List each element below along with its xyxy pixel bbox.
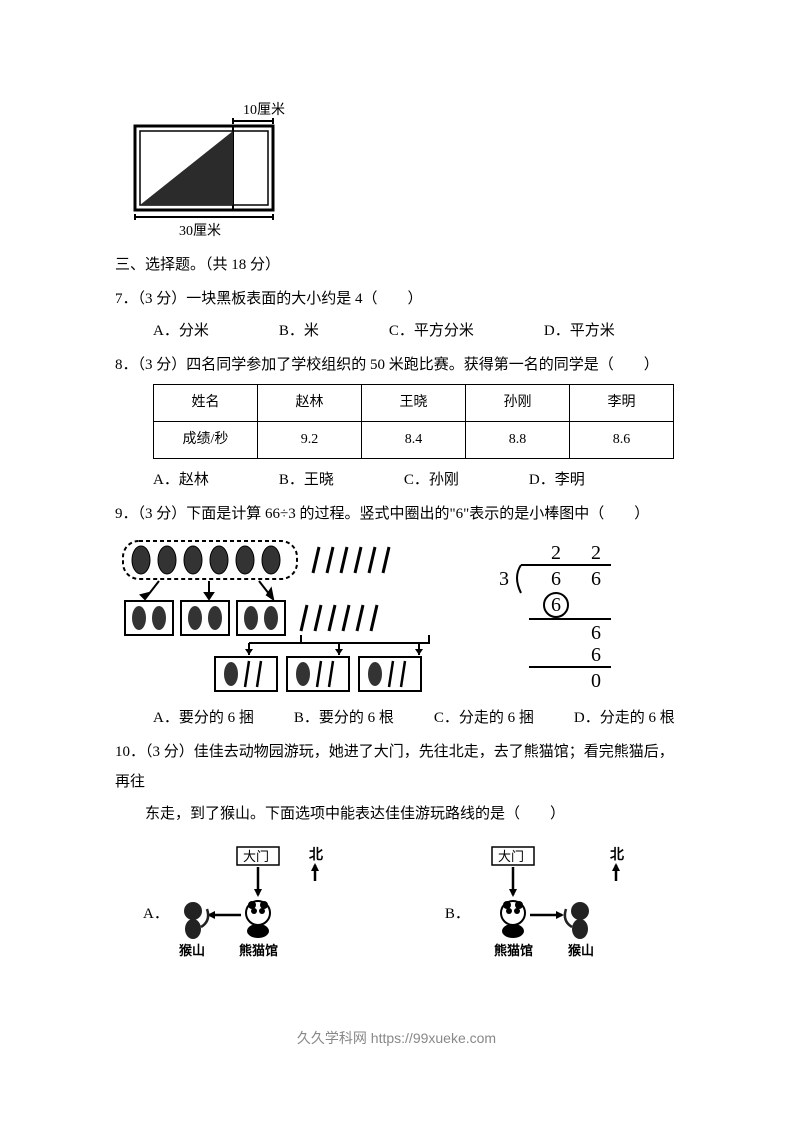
- q8-opt-b: B．王晓: [279, 465, 334, 495]
- q9-opt-c: C．分走的 6 捆: [434, 703, 534, 733]
- q9-options: A．要分的 6 捆 B．要分的 6 根 C．分走的 6 捆 D．分走的 6 根: [153, 703, 678, 733]
- q7-opt-c: C．平方分米: [389, 316, 474, 346]
- bottom-dim-label: 30厘米: [179, 223, 221, 239]
- th-name: 姓名: [154, 385, 258, 422]
- q10-opt-a-label: A．: [143, 899, 169, 963]
- svg-text:3: 3: [499, 568, 509, 590]
- q8-opt-a: A．赵林: [153, 465, 209, 495]
- q7-stem: 7．（3 分）一块黑板表面的大小约是 4（ ）: [115, 284, 678, 314]
- q10-diagrams: A． 大门 北 熊猫馆 猴山: [143, 843, 678, 963]
- svg-text:大门: 大门: [243, 849, 269, 864]
- svg-text:2: 2: [551, 542, 561, 564]
- q9-stem: 9．（3 分）下面是计算 66÷3 的过程。竖式中圈出的"6"表示的是小棒图中（…: [115, 499, 678, 529]
- svg-text:大门: 大门: [498, 849, 524, 864]
- q8-opt-c: C．孙刚: [404, 465, 459, 495]
- map-diagram-b: 大门 北 熊猫馆 猴山: [476, 843, 646, 963]
- th-col2: 王晓: [362, 385, 466, 422]
- q7-opt-a: A．分米: [153, 316, 209, 346]
- section-3-title: 三、选择题。（共 18 分）: [115, 250, 678, 280]
- th-col3: 孙刚: [466, 385, 570, 422]
- q8-table: 姓名 赵林 王晓 孙刚 李明 成绩/秒 9.2 8.4 8.8 8.6: [153, 384, 674, 459]
- q7-options: A．分米 B．米 C．平方分米 D．平方米: [153, 316, 678, 346]
- map-diagram-a: 大门 北 熊猫馆 猴山: [175, 843, 345, 963]
- svg-text:北: 北: [610, 847, 624, 863]
- row-label: 成绩/秒: [154, 422, 258, 459]
- svg-text:6: 6: [551, 594, 561, 616]
- svg-text:北: 北: [309, 847, 323, 863]
- q6-figure: 10厘米 30厘米: [125, 100, 678, 240]
- svg-text:猴山: 猴山: [568, 943, 594, 958]
- svg-text:6: 6: [591, 622, 601, 644]
- stick-bundle-diagram: [119, 537, 459, 697]
- long-division-figure: 2 2 3 6 6 6 6 6 0: [469, 537, 629, 697]
- svg-text:2: 2: [591, 542, 601, 564]
- q8-options: A．赵林 B．王晓 C．孙刚 D．李明: [153, 465, 678, 495]
- cell-v4: 8.6: [570, 422, 674, 459]
- q8-stem: 8．（3 分）四名同学参加了学校组织的 50 米跑比赛。获得第一名的同学是（ ）: [115, 350, 678, 380]
- table-row: 姓名 赵林 王晓 孙刚 李明: [154, 385, 674, 422]
- cell-v1: 9.2: [258, 422, 362, 459]
- cell-v3: 8.8: [466, 422, 570, 459]
- svg-text:熊猫馆: 熊猫馆: [494, 943, 533, 958]
- q9-opt-b: B．要分的 6 根: [294, 703, 394, 733]
- q10-opt-b-label: B．: [445, 899, 470, 963]
- q8-opt-d: D．李明: [529, 465, 585, 495]
- svg-text:熊猫馆: 熊猫馆: [239, 943, 278, 958]
- svg-text:6: 6: [591, 644, 601, 666]
- svg-text:6: 6: [591, 568, 601, 590]
- q10-stem-line1: 10．（3 分）佳佳去动物园游玩，她进了大门，先往北走，去了熊猫馆；看完熊猫后，…: [115, 737, 678, 797]
- svg-text:6: 6: [551, 568, 561, 590]
- th-col1: 赵林: [258, 385, 362, 422]
- svg-text:0: 0: [591, 670, 601, 692]
- q7-opt-d: D．平方米: [544, 316, 615, 346]
- q10-stem-line2: 东走，到了猴山。下面选项中能表达佳佳游玩路线的是（ ）: [145, 799, 678, 829]
- svg-text:猴山: 猴山: [179, 943, 205, 958]
- cell-v2: 8.4: [362, 422, 466, 459]
- rectangle-triangle-figure: 10厘米 30厘米: [125, 100, 295, 240]
- th-col4: 李明: [570, 385, 674, 422]
- q9-figures: 2 2 3 6 6 6 6 6 0: [119, 537, 678, 697]
- q9-opt-d: D．分走的 6 根: [574, 703, 675, 733]
- q10-option-a: A． 大门 北 熊猫馆 猴山: [143, 843, 345, 963]
- top-dim-label: 10厘米: [243, 102, 285, 118]
- page-footer: 久久学科网 https://99xueke.com: [0, 1024, 793, 1052]
- q10-option-b: B． 大门 北 熊猫馆 猴山: [445, 843, 646, 963]
- table-row: 成绩/秒 9.2 8.4 8.8 8.6: [154, 422, 674, 459]
- q9-opt-a: A．要分的 6 捆: [153, 703, 254, 733]
- q7-opt-b: B．米: [279, 316, 319, 346]
